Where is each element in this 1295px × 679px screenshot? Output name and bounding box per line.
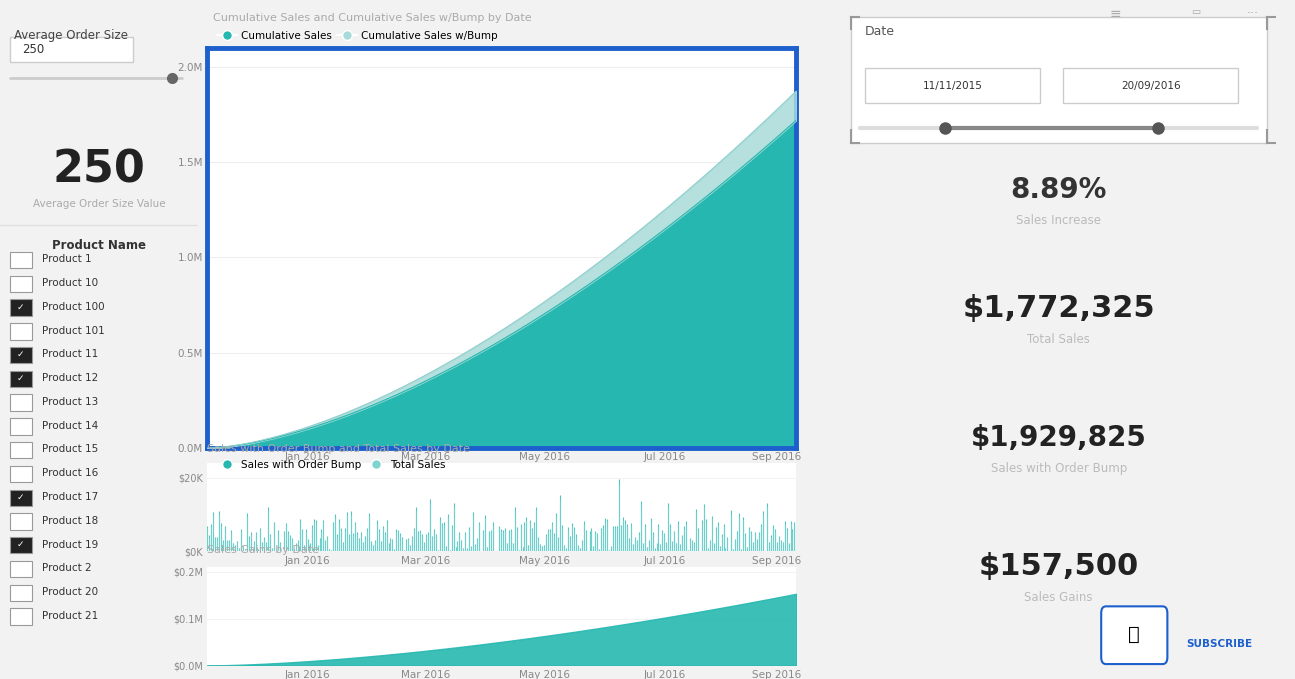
- Text: 250: 250: [53, 148, 145, 191]
- Bar: [10, 561, 31, 577]
- Text: Product 15: Product 15: [41, 445, 98, 454]
- Text: Cumulative Sales and Cumulative Sales w/Bump by Date: Cumulative Sales and Cumulative Sales w/…: [214, 14, 532, 24]
- Text: ✓: ✓: [17, 540, 25, 549]
- Text: Sales Increase: Sales Increase: [1017, 214, 1101, 227]
- Text: Average Order Size: Average Order Size: [14, 29, 128, 41]
- Text: ▭: ▭: [1191, 7, 1200, 17]
- Bar: [10, 252, 31, 268]
- Text: Product 1: Product 1: [41, 255, 91, 264]
- Text: Sales with Order Bump and Total Sales by Date: Sales with Order Bump and Total Sales by…: [207, 443, 470, 454]
- Bar: [1063, 68, 1238, 103]
- Text: ✓: ✓: [17, 350, 25, 359]
- Text: SUBSCRIBE: SUBSCRIBE: [1186, 639, 1252, 648]
- Bar: [10, 442, 31, 458]
- Legend: Sales with Order Bump, Total Sales: Sales with Order Bump, Total Sales: [212, 456, 449, 474]
- Text: Product Name: Product Name: [52, 239, 146, 252]
- Bar: [10, 490, 31, 506]
- Text: Total Sales: Total Sales: [1027, 333, 1090, 346]
- Text: Product 14: Product 14: [41, 421, 98, 430]
- Text: ···: ···: [1247, 7, 1259, 20]
- FancyBboxPatch shape: [1101, 606, 1167, 664]
- Bar: [10, 37, 133, 62]
- Text: Product 18: Product 18: [41, 516, 98, 526]
- Text: $1,929,825: $1,929,825: [971, 424, 1146, 452]
- Text: 8.89%: 8.89%: [1010, 176, 1107, 204]
- Bar: [10, 276, 31, 292]
- Text: 11/11/2015: 11/11/2015: [922, 81, 982, 90]
- Bar: [10, 418, 31, 435]
- Text: Product 20: Product 20: [41, 587, 97, 597]
- Text: 🧬: 🧬: [1128, 625, 1140, 644]
- Text: Product 17: Product 17: [41, 492, 98, 502]
- Bar: [10, 466, 31, 482]
- Text: ✓: ✓: [17, 492, 25, 502]
- Text: Product 16: Product 16: [41, 469, 98, 478]
- Text: Product 11: Product 11: [41, 350, 98, 359]
- Text: Average Order Size Value: Average Order Size Value: [32, 199, 166, 208]
- Bar: [10, 299, 31, 316]
- Text: ≡: ≡: [1110, 7, 1121, 21]
- Text: 20/09/2016: 20/09/2016: [1121, 81, 1181, 90]
- Bar: [10, 394, 31, 411]
- Text: Product 13: Product 13: [41, 397, 98, 407]
- Bar: [865, 68, 1040, 103]
- Bar: [10, 537, 31, 553]
- Text: Sales Gains by Date: Sales Gains by Date: [207, 545, 319, 555]
- Text: ✓: ✓: [17, 302, 25, 312]
- Bar: [10, 608, 31, 625]
- Text: $157,500: $157,500: [979, 553, 1138, 581]
- Bar: [10, 347, 31, 363]
- Text: Date: Date: [865, 25, 895, 38]
- Legend: Cumulative Sales, Cumulative Sales w/Bump: Cumulative Sales, Cumulative Sales w/Bum…: [212, 26, 501, 45]
- FancyBboxPatch shape: [851, 17, 1267, 143]
- Text: Product 12: Product 12: [41, 373, 98, 383]
- Text: Sales Gains: Sales Gains: [1024, 591, 1093, 604]
- Text: Product 19: Product 19: [41, 540, 98, 549]
- Bar: [10, 513, 31, 530]
- Text: Product 21: Product 21: [41, 611, 98, 621]
- Bar: [10, 585, 31, 601]
- Text: Product 101: Product 101: [41, 326, 105, 335]
- Text: Product 2: Product 2: [41, 564, 91, 573]
- Text: Product 100: Product 100: [41, 302, 104, 312]
- Text: Product 10: Product 10: [41, 278, 97, 288]
- Text: 250: 250: [22, 43, 44, 56]
- Bar: [10, 323, 31, 340]
- Bar: [10, 371, 31, 387]
- Text: Sales with Order Bump: Sales with Order Bump: [991, 462, 1127, 475]
- Text: $1,772,325: $1,772,325: [962, 295, 1155, 323]
- Text: ✓: ✓: [17, 373, 25, 383]
